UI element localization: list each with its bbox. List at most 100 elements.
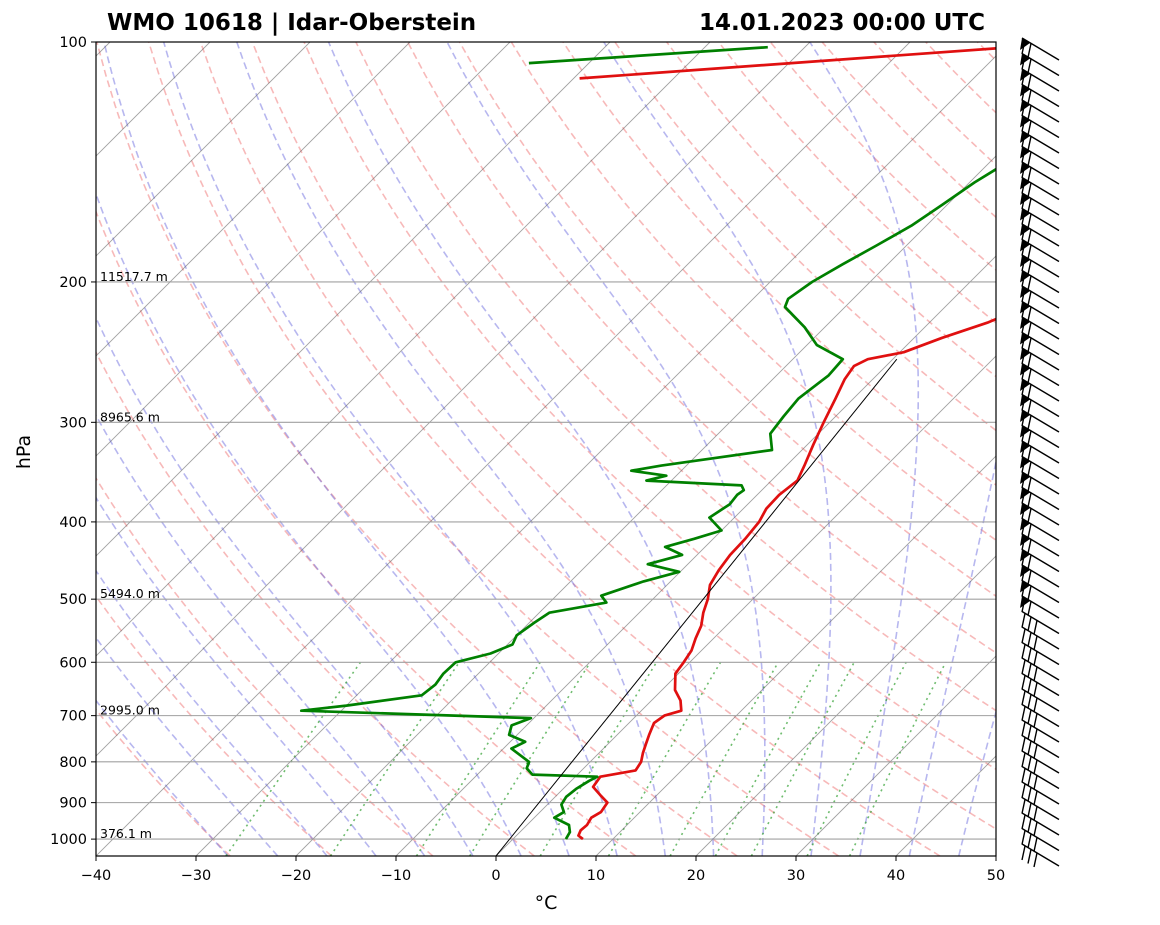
wind-barb: [1020, 347, 1060, 371]
wind-barb: [1020, 316, 1060, 340]
height-label: 376.1 m: [100, 826, 152, 841]
dry-adiabat: [666, 42, 996, 378]
y-tick-label: 300: [59, 415, 87, 431]
wind-barb: [1020, 548, 1060, 573]
wind-barb: [1020, 533, 1060, 557]
wind-barb: [1021, 750, 1060, 775]
dry-adiabat: [96, 42, 738, 856]
wind-barb: [1020, 176, 1060, 201]
mixing-ratio-line: [469, 661, 591, 856]
mixing-ratio-line: [415, 661, 541, 856]
mixing-ratio-line: [669, 661, 779, 856]
moist-adiabat: [809, 42, 920, 856]
wind-barb: [1020, 238, 1060, 263]
moist-adiabat: [162, 42, 618, 856]
isotherm: [695, 555, 996, 856]
dry-adiabat: [976, 42, 996, 62]
wind-barb: [1020, 331, 1060, 356]
y-tick-label: 700: [59, 709, 87, 725]
temperature-line: [577, 317, 996, 841]
reference-red-line: [579, 46, 996, 80]
wind-barb: [1021, 610, 1060, 635]
y-tick-label: 200: [59, 275, 87, 291]
x-tick-label: 0: [491, 868, 500, 884]
moist-adiabat: [96, 316, 474, 856]
moist-adiabat: [96, 413, 426, 856]
wind-barb: [1020, 207, 1060, 232]
isotherm: [195, 55, 996, 856]
wind-barb: [1020, 114, 1060, 139]
wind-barb: [1020, 502, 1060, 526]
y-axis-label: hPa: [13, 435, 35, 469]
moist-adiabat: [958, 708, 996, 856]
reference-black-line: [495, 358, 898, 856]
mixing-ratio-line: [607, 661, 722, 856]
wind-barb: [1021, 843, 1060, 868]
profile-lines: [299, 45, 996, 856]
isotherm: [96, 42, 311, 257]
wind-barb: [1020, 52, 1060, 77]
wind-barb: [1020, 393, 1060, 418]
wind-barbs: [1020, 37, 1060, 868]
isotherm: [96, 42, 911, 856]
plot-area: 11517.7 m 8965.6 m 5494.0 m 2995.0 m 376.1 m: [0, 41, 1160, 857]
moist-adiabat: [908, 457, 996, 856]
dewpoint-line: [299, 167, 996, 840]
wind-barb: [1021, 781, 1060, 806]
isotherm: [96, 42, 511, 457]
dry-adiabat: [96, 708, 231, 856]
x-tick-label: −20: [281, 868, 312, 884]
dry-adiabat: [1029, 42, 1160, 856]
y-tick-label: 800: [59, 755, 87, 771]
mixing-ratio-line: [329, 661, 460, 856]
reference-green-line: [528, 45, 768, 65]
moist-adiabat: [236, 42, 667, 856]
isotherm: [995, 855, 996, 856]
x-tick-label: −40: [81, 868, 112, 884]
wind-barb: [1020, 455, 1060, 480]
moist-adiabat: [96, 191, 522, 856]
wind-barb: [1021, 719, 1060, 744]
background-lines: [0, 42, 1160, 856]
dry-adiabat: [199, 42, 941, 856]
dry-adiabat: [458, 42, 996, 598]
wind-barb: [1020, 440, 1060, 464]
dry-adiabat: [251, 42, 996, 830]
wind-barb: [1020, 37, 1060, 61]
y-tick-label: 900: [59, 796, 87, 812]
isotherm: [595, 455, 996, 856]
x-axis-label: °C: [535, 892, 558, 914]
moist-adiabat: [103, 42, 570, 856]
y-tick-label: 600: [59, 655, 87, 671]
wind-barb: [1021, 657, 1060, 682]
isotherm: [96, 42, 811, 757]
wind-barb: [1020, 145, 1060, 170]
x-tick-label: −30: [181, 868, 212, 884]
wind-barb: [1020, 409, 1060, 433]
y-axis: 100 200 300 400 500 600 700 800 900 1000: [50, 35, 96, 848]
isotherm: [495, 355, 996, 856]
wind-barb: [1021, 734, 1060, 759]
wind-barb: [1020, 362, 1060, 387]
x-tick-label: 10: [587, 868, 605, 884]
moist-adiabat: [603, 42, 832, 856]
isotherm: [0, 42, 10, 856]
wind-barb: [1020, 424, 1060, 449]
moist-adiabat: [446, 42, 766, 856]
wind-barb: [1021, 688, 1060, 713]
moist-adiabat: [96, 496, 377, 856]
dry-adiabat: [96, 209, 637, 856]
dry-adiabat: [96, 476, 434, 856]
dry-adiabat: [147, 42, 840, 856]
wind-barb: [1020, 564, 1060, 588]
height-labels: 11517.7 m 8965.6 m 5494.0 m 2995.0 m 376.1 m: [100, 269, 168, 841]
isotherm: [96, 42, 711, 657]
wind-barb: [1021, 796, 1060, 821]
wind-barb: [1020, 130, 1060, 154]
wind-barb: [1020, 223, 1060, 247]
dry-adiabat: [510, 42, 996, 542]
x-tick-label: 30: [787, 868, 805, 884]
x-axis: −40 −30 −20 −10 0 10 20 30 40 50: [81, 856, 1005, 884]
height-label: 5494.0 m: [100, 586, 160, 601]
dry-adiabat: [96, 594, 333, 856]
